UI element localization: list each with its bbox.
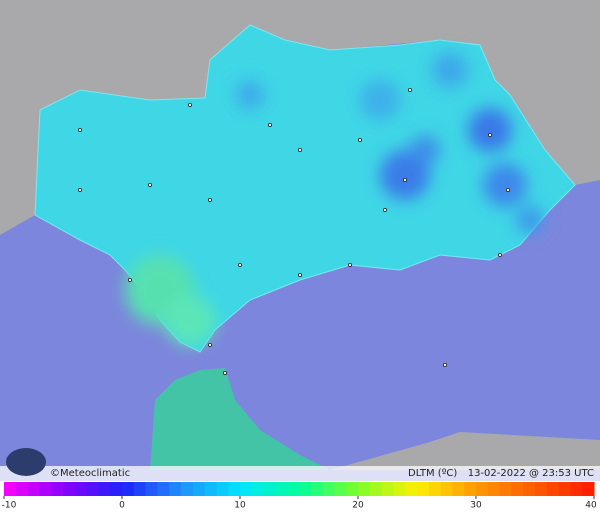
- footer-bar: [0, 466, 600, 481]
- colorbar-step: [27, 482, 40, 496]
- colorbar-tick-label: 30: [470, 501, 482, 511]
- colorbar-step: [511, 482, 524, 496]
- stations: [78, 88, 510, 375]
- colorbar-step: [558, 482, 571, 496]
- colorbar-step: [487, 482, 501, 496]
- colorbar-step: [523, 482, 536, 496]
- land: [330, 432, 600, 470]
- colorbar-step: [133, 482, 147, 496]
- colorbar-step: [299, 482, 312, 496]
- colorbar-step: [287, 482, 300, 496]
- colorbar-step: [322, 482, 335, 496]
- colorbar-step: [122, 482, 135, 496]
- colorbar-step: [216, 482, 229, 496]
- colorbar-step: [381, 482, 394, 496]
- colorbar-step: [546, 482, 560, 496]
- land: [0, 0, 600, 235]
- colorbar-step: [63, 482, 76, 496]
- colorbar-step: [263, 482, 276, 496]
- brand: ©Meteoclimatic: [50, 468, 130, 479]
- colorbar-step: [369, 482, 383, 496]
- colorbar-step: [275, 482, 288, 496]
- colorbar-step: [4, 482, 17, 496]
- colorbar-step: [157, 482, 170, 496]
- colorbar-step: [570, 482, 583, 496]
- colorbar-step: [98, 482, 111, 496]
- colorbar-step: [334, 482, 347, 496]
- colorbar-step: [358, 482, 371, 496]
- colorbar-step: [51, 482, 64, 496]
- colorbar-step: [204, 482, 217, 496]
- colorbar-step: [464, 482, 477, 496]
- colorbar-step: [192, 482, 206, 496]
- colorbar-step: [74, 482, 88, 496]
- colorbar-step: [428, 482, 442, 496]
- timestamp: 13-02-2022 @ 23:53 UTC: [468, 468, 594, 479]
- colorbar-step: [15, 482, 29, 496]
- colorbar-step: [310, 482, 324, 496]
- colorbar-tick-label: 10: [234, 501, 246, 511]
- colorbar-step: [39, 482, 52, 496]
- colorbar-step: [405, 482, 418, 496]
- colorbar-tick-label: -10: [2, 501, 17, 511]
- colorbar-step: [417, 482, 430, 496]
- colorbar-tick-label: 40: [585, 501, 597, 511]
- colorbar-step: [499, 482, 512, 496]
- colorbar-step: [535, 482, 548, 496]
- colorbar-step: [251, 482, 265, 496]
- colorbar-step: [169, 482, 182, 496]
- temperature-field: [125, 52, 544, 345]
- colorbar-step: [476, 482, 489, 496]
- region-morocco: [150, 368, 330, 470]
- colorbar-step: [145, 482, 158, 496]
- colorbar-step: [240, 482, 253, 496]
- colorbar-step: [86, 482, 99, 496]
- colorbar-step: [110, 482, 123, 496]
- variable: DLTM (ºC): [408, 468, 457, 479]
- colorbar: -10 0 10 20 30 40: [2, 482, 597, 511]
- colorbar-tick-label: 20: [352, 501, 364, 511]
- colorbar-step: [440, 482, 453, 496]
- colorbar-step: [181, 482, 194, 496]
- colorbar-step: [393, 482, 406, 496]
- colorbar-step: [582, 482, 595, 496]
- colorbar-step: [228, 482, 241, 496]
- colorbar-tick-label: 0: [119, 501, 125, 511]
- colorbar-step: [346, 482, 359, 496]
- colorbar-step: [452, 482, 465, 496]
- logo: [6, 448, 46, 476]
